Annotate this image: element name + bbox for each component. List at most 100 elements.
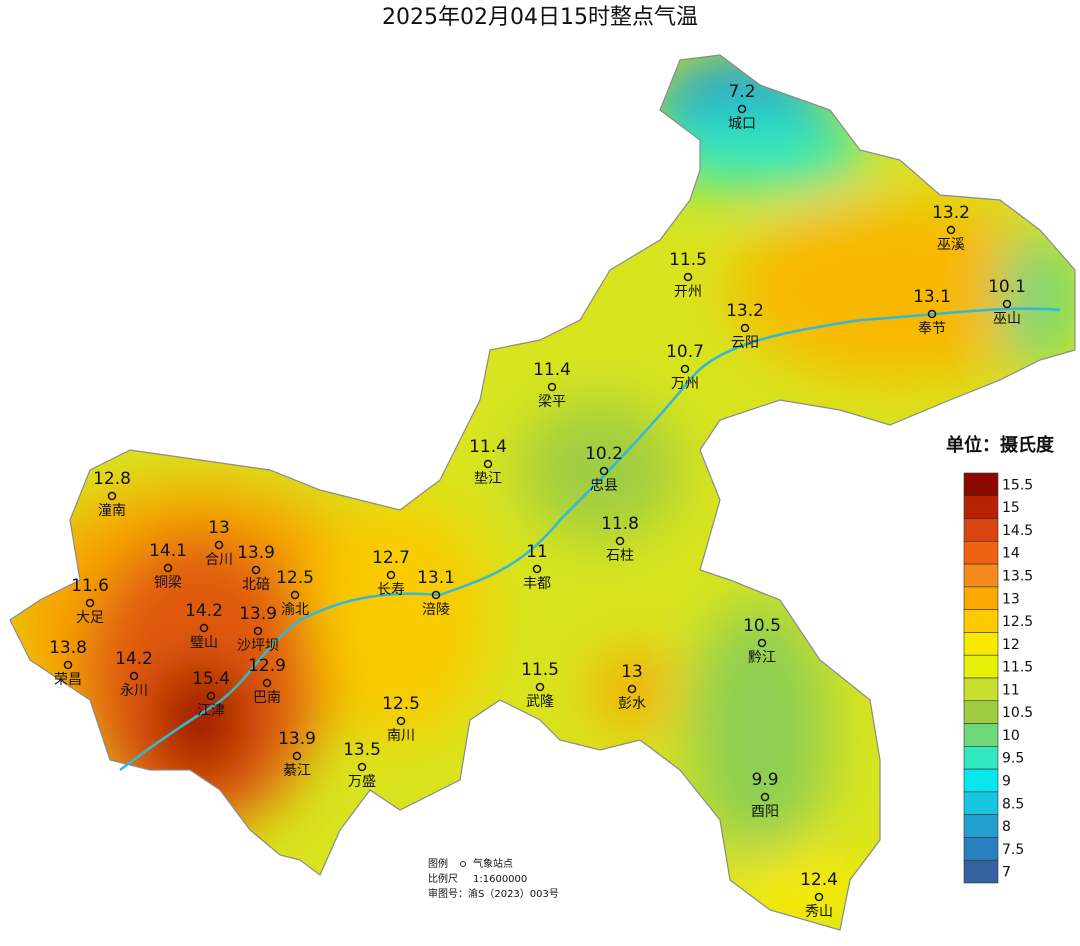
station-value: 13.8 bbox=[49, 638, 87, 658]
colorbar-label: 14.5 bbox=[1002, 523, 1033, 539]
colorbar-label: 9.5 bbox=[1002, 751, 1024, 767]
colorbar-swatch bbox=[963, 654, 999, 679]
station-value: 13.2 bbox=[726, 301, 764, 321]
station-value: 10.5 bbox=[743, 616, 781, 636]
colorbar-swatch bbox=[963, 586, 999, 610]
station-value: 11 bbox=[526, 542, 548, 562]
station-name: 武隆 bbox=[526, 694, 554, 710]
colorbar-label: 11 bbox=[1002, 682, 1020, 698]
colorbar-label: 12.5 bbox=[1002, 614, 1033, 630]
station-marker bbox=[290, 590, 300, 600]
colorbar-label: 7.5 bbox=[1002, 842, 1024, 858]
colorbar-swatch bbox=[963, 837, 999, 861]
station-name: 大足 bbox=[76, 610, 104, 626]
map-title: 2025年02月04日15时整点气温 bbox=[382, 5, 698, 30]
colorbar-swatch bbox=[963, 563, 999, 588]
station-marker bbox=[357, 762, 367, 772]
colorbar-swatch bbox=[963, 700, 999, 724]
station-name: 万盛 bbox=[348, 774, 376, 790]
colorbar-label: 8.5 bbox=[1002, 796, 1024, 812]
station-marker bbox=[1002, 299, 1012, 309]
colorbar-label: 12 bbox=[1002, 637, 1020, 653]
station-marker bbox=[547, 382, 557, 392]
station-value: 12.4 bbox=[800, 870, 838, 890]
station-name: 巫溪 bbox=[937, 237, 965, 253]
station-name: 渝北 bbox=[281, 602, 309, 618]
colorbar-swatch bbox=[963, 518, 999, 542]
legend-symbol bbox=[460, 861, 466, 867]
colorbar-label: 11.5 bbox=[1002, 660, 1033, 676]
legend-symbol-name: 气象站点 bbox=[473, 857, 513, 870]
station-name: 秀山 bbox=[805, 904, 833, 920]
station-name: 合川 bbox=[205, 552, 233, 568]
station-value: 13 bbox=[621, 662, 643, 682]
approval-number: 审图号：渝S（2023）003号 bbox=[428, 887, 559, 900]
station-name: 垫江 bbox=[474, 471, 502, 487]
station-name: 石柱 bbox=[606, 548, 634, 564]
station-marker bbox=[740, 323, 750, 333]
colorbar-swatch bbox=[963, 723, 999, 747]
station-name: 开州 bbox=[674, 284, 702, 300]
station-name: 涪陵 bbox=[422, 602, 450, 618]
colorbar-swatch bbox=[963, 791, 999, 815]
station-marker bbox=[63, 660, 73, 670]
station-marker bbox=[396, 716, 406, 726]
river bbox=[119, 307, 1061, 772]
station-value: 14.2 bbox=[185, 601, 223, 621]
colorbar-label: 9 bbox=[1002, 774, 1011, 790]
colorbar-swatch bbox=[963, 472, 999, 497]
station-name: 城口 bbox=[728, 116, 756, 132]
colorbar-swatch bbox=[963, 677, 999, 702]
colorbar-label: 8 bbox=[1002, 819, 1011, 835]
colorbar-label: 13 bbox=[1002, 591, 1020, 607]
colorbar-swatch bbox=[963, 746, 999, 770]
station-marker bbox=[262, 678, 272, 688]
colorbar-swatch bbox=[963, 609, 999, 633]
station-marker bbox=[627, 684, 637, 694]
station-value: 12.7 bbox=[372, 548, 410, 568]
station-value: 12.5 bbox=[276, 568, 314, 588]
station-name: 云阳 bbox=[731, 335, 759, 351]
station-name: 荣昌 bbox=[54, 672, 82, 688]
station-marker bbox=[757, 638, 767, 648]
station-marker bbox=[946, 225, 956, 235]
station-marker bbox=[599, 466, 609, 476]
station-name: 彭水 bbox=[618, 696, 646, 712]
station-marker bbox=[760, 792, 770, 802]
station-marker bbox=[253, 626, 263, 636]
station-value: 14.1 bbox=[149, 541, 187, 561]
station-name: 江津 bbox=[197, 703, 225, 719]
station-value: 10.1 bbox=[988, 277, 1026, 297]
station-value: 12.5 bbox=[382, 694, 420, 714]
station-value: 10.7 bbox=[666, 342, 704, 362]
station-name: 黔江 bbox=[748, 650, 776, 666]
station-name: 长寿 bbox=[377, 581, 405, 598]
station-value: 11.5 bbox=[521, 660, 559, 680]
station-marker bbox=[129, 671, 139, 681]
station-value: 13.9 bbox=[237, 543, 275, 563]
colorbar-title: 单位：摄氏度 bbox=[946, 434, 1055, 456]
station-name: 巫山 bbox=[993, 311, 1021, 327]
station-value: 13.9 bbox=[239, 604, 277, 624]
station-marker bbox=[386, 570, 396, 580]
station-name: 忠县 bbox=[590, 478, 618, 494]
station-marker bbox=[737, 104, 747, 114]
station-marker bbox=[199, 623, 209, 633]
station-value: 12.8 bbox=[93, 469, 131, 489]
station-marker bbox=[927, 309, 937, 319]
station-value: 13.5 bbox=[343, 740, 381, 760]
station-marker bbox=[85, 598, 95, 608]
station-value: 11.4 bbox=[469, 437, 507, 457]
station-name: 潼南 bbox=[98, 502, 126, 519]
colorbar-label: 14 bbox=[1002, 546, 1020, 562]
station-value: 10.2 bbox=[585, 444, 623, 464]
station-name: 万州 bbox=[671, 376, 699, 392]
station-value: 11.8 bbox=[601, 514, 639, 534]
station-name: 铜梁 bbox=[154, 575, 182, 591]
station-marker bbox=[251, 565, 261, 575]
station-value: 9.9 bbox=[751, 770, 778, 790]
station-value: 11.4 bbox=[533, 360, 571, 380]
station-value: 11.5 bbox=[669, 250, 707, 270]
colorbar-swatch bbox=[963, 632, 999, 656]
station-name: 南川 bbox=[387, 728, 415, 744]
